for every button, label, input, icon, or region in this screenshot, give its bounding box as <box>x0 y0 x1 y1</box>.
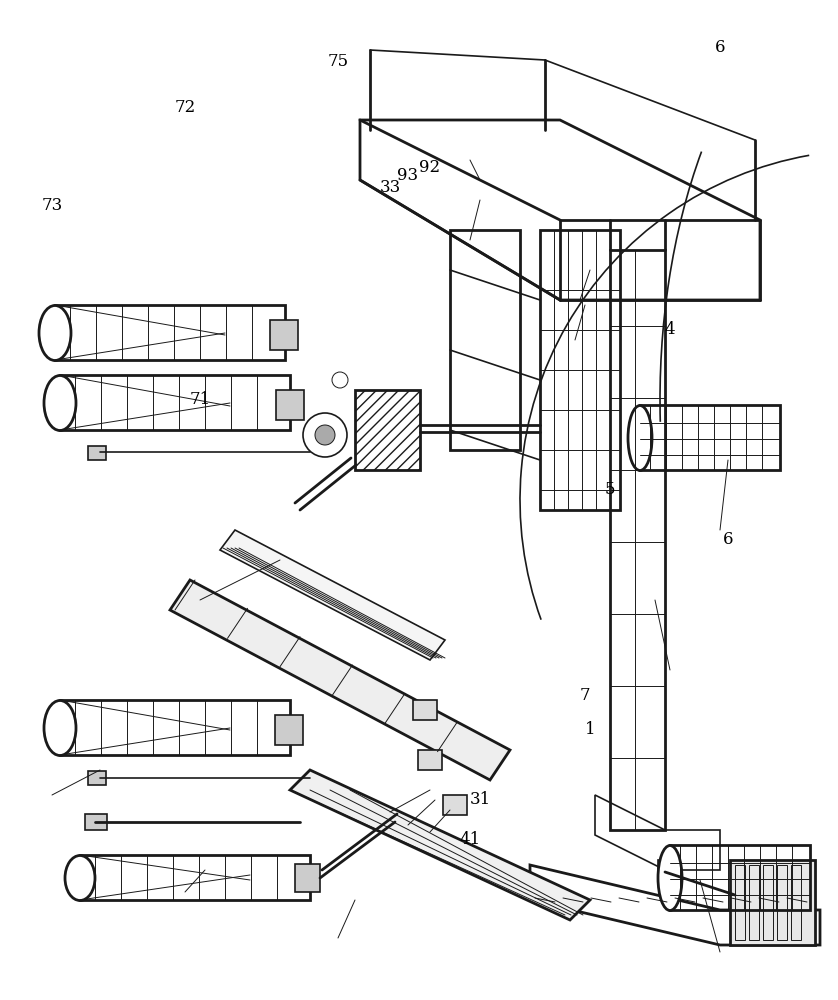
Text: 41: 41 <box>459 832 481 848</box>
Bar <box>450 230 520 450</box>
Text: 6: 6 <box>722 532 733 548</box>
Bar <box>88 446 106 460</box>
Bar <box>735 865 745 940</box>
Bar <box>418 750 442 770</box>
Ellipse shape <box>65 856 95 900</box>
Text: 33: 33 <box>380 180 401 196</box>
Text: 7: 7 <box>580 686 590 704</box>
Text: 6: 6 <box>715 39 725 56</box>
Circle shape <box>315 425 335 445</box>
Bar <box>763 865 773 940</box>
Ellipse shape <box>39 306 71 360</box>
Text: 31: 31 <box>469 792 490 808</box>
Text: 93: 93 <box>397 166 418 184</box>
Bar <box>55 305 285 360</box>
Bar <box>658 860 676 880</box>
Ellipse shape <box>628 406 652 471</box>
Bar <box>60 375 290 430</box>
Bar <box>791 865 801 940</box>
Bar <box>443 795 467 815</box>
Text: 75: 75 <box>328 53 349 70</box>
Bar <box>85 814 107 830</box>
Ellipse shape <box>658 846 682 910</box>
Text: 4: 4 <box>665 322 675 338</box>
Bar <box>355 390 420 470</box>
Bar <box>275 715 303 745</box>
Polygon shape <box>170 580 510 780</box>
Bar <box>670 845 810 910</box>
Circle shape <box>303 413 347 457</box>
Bar <box>276 390 304 420</box>
Bar <box>80 855 310 900</box>
Bar <box>88 771 106 785</box>
Bar <box>777 865 787 940</box>
Circle shape <box>332 372 348 388</box>
Bar <box>749 865 759 940</box>
Text: 92: 92 <box>420 159 441 176</box>
Text: 72: 72 <box>174 100 195 116</box>
Polygon shape <box>220 530 445 660</box>
Bar <box>610 250 665 830</box>
Ellipse shape <box>44 375 76 430</box>
Ellipse shape <box>44 700 76 756</box>
Bar <box>640 405 780 470</box>
Text: 1: 1 <box>585 722 595 738</box>
Text: 71: 71 <box>189 391 210 408</box>
Bar <box>60 700 290 755</box>
Bar <box>295 864 320 892</box>
Bar <box>730 860 815 945</box>
Polygon shape <box>290 770 590 920</box>
Text: 73: 73 <box>41 196 63 214</box>
Bar <box>413 700 437 720</box>
Text: 5: 5 <box>605 482 615 498</box>
Bar <box>270 320 298 350</box>
Bar <box>540 230 620 510</box>
